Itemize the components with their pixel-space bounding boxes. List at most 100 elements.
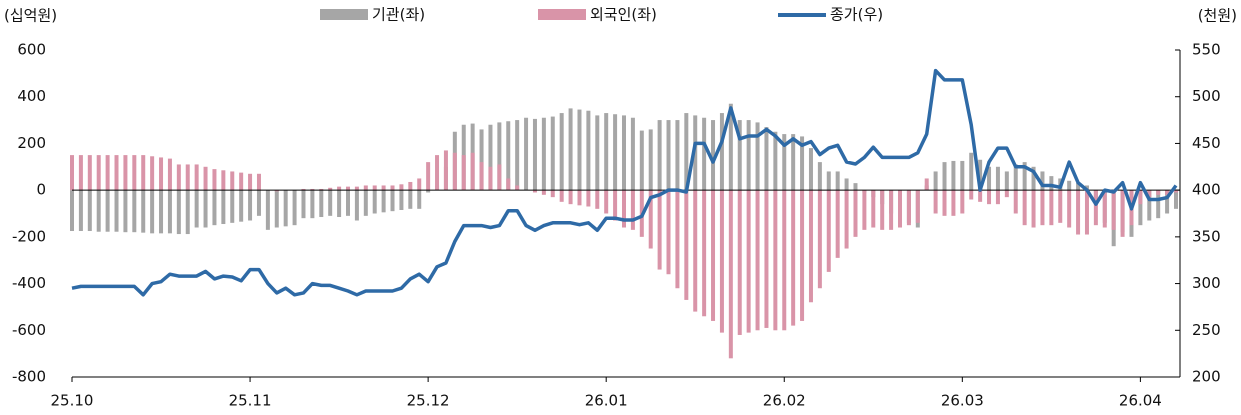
bar <box>595 190 600 209</box>
bar <box>1013 164 1018 191</box>
bar <box>176 164 181 191</box>
bar <box>791 190 796 326</box>
bar <box>1084 190 1089 235</box>
x-tick-label: 26.02 <box>763 392 806 410</box>
bar <box>666 190 671 275</box>
bar <box>960 190 965 214</box>
bar <box>1093 190 1098 226</box>
bar <box>1058 190 1063 223</box>
bar <box>1138 190 1143 226</box>
bar <box>212 190 217 226</box>
bar <box>532 190 537 193</box>
bar <box>987 166 992 191</box>
bar <box>301 190 306 219</box>
bar <box>78 155 83 191</box>
bar <box>328 187 333 191</box>
bar <box>426 190 431 193</box>
bar <box>1138 190 1143 205</box>
bar <box>648 129 653 191</box>
bar <box>782 190 787 331</box>
y2-tick-label: 550 <box>1192 41 1221 59</box>
bar <box>782 134 787 191</box>
bar <box>960 160 965 191</box>
bar <box>1049 190 1054 226</box>
bar <box>265 190 270 230</box>
y-tick-label: 600 <box>17 41 46 59</box>
bar <box>835 190 840 258</box>
bar <box>808 148 813 191</box>
bar <box>595 115 600 191</box>
bar <box>310 188 315 191</box>
bar <box>1031 166 1036 191</box>
bar <box>354 186 359 191</box>
bar <box>105 190 110 232</box>
bar <box>622 190 626 228</box>
bar <box>159 190 164 234</box>
bar <box>773 190 778 331</box>
bar <box>96 190 101 232</box>
bar <box>1040 190 1045 226</box>
y2-tick-label: 200 <box>1192 368 1221 386</box>
bar <box>844 190 849 249</box>
bar <box>826 171 831 191</box>
bar <box>381 185 386 191</box>
x-tick-label: 26.03 <box>941 392 984 410</box>
bar <box>319 188 324 191</box>
bar <box>230 190 235 223</box>
bar <box>167 158 172 191</box>
bar <box>274 190 279 192</box>
bar <box>978 190 983 202</box>
x-tick-label: 25.12 <box>407 392 450 410</box>
bar <box>622 115 626 191</box>
bar <box>613 190 618 221</box>
bar <box>194 190 199 228</box>
bar <box>497 164 502 191</box>
bar <box>880 190 885 230</box>
bar <box>1076 190 1081 235</box>
bar <box>995 190 1000 205</box>
bar <box>417 190 422 209</box>
bar <box>123 190 128 233</box>
bar <box>1022 190 1027 226</box>
bar <box>70 155 74 191</box>
y2-tick-label: 250 <box>1192 321 1221 339</box>
bar <box>283 190 288 227</box>
bar <box>363 185 368 191</box>
bar <box>1004 171 1009 191</box>
bar <box>586 190 591 207</box>
bar <box>800 190 805 321</box>
bar <box>132 190 137 233</box>
bar <box>541 117 546 191</box>
bar <box>951 190 956 216</box>
y-axis-title: (십억원) <box>4 7 57 25</box>
bar <box>604 190 609 214</box>
bar <box>800 136 805 191</box>
bar <box>835 171 840 191</box>
bar <box>497 122 502 191</box>
bar <box>1022 162 1027 191</box>
bar <box>871 190 876 228</box>
bar <box>550 116 555 191</box>
bar <box>274 190 279 228</box>
bar <box>657 120 662 191</box>
y-tick-label: -200 <box>12 227 46 245</box>
y-tick-label: -400 <box>12 274 46 292</box>
bar <box>479 129 484 191</box>
bar <box>1174 190 1178 209</box>
bar <box>1111 190 1116 230</box>
bar <box>1013 190 1018 214</box>
bar <box>942 162 947 191</box>
bar <box>693 190 698 312</box>
bar <box>915 190 920 223</box>
bar <box>532 118 537 191</box>
bar <box>346 186 350 191</box>
x-tick-label: 25.11 <box>229 392 272 410</box>
bar <box>1174 190 1178 193</box>
bar <box>176 190 181 235</box>
bar <box>256 190 261 216</box>
bar <box>933 171 938 191</box>
bar <box>898 190 902 228</box>
bar <box>372 185 377 191</box>
bar <box>568 108 573 191</box>
bar <box>194 164 199 191</box>
